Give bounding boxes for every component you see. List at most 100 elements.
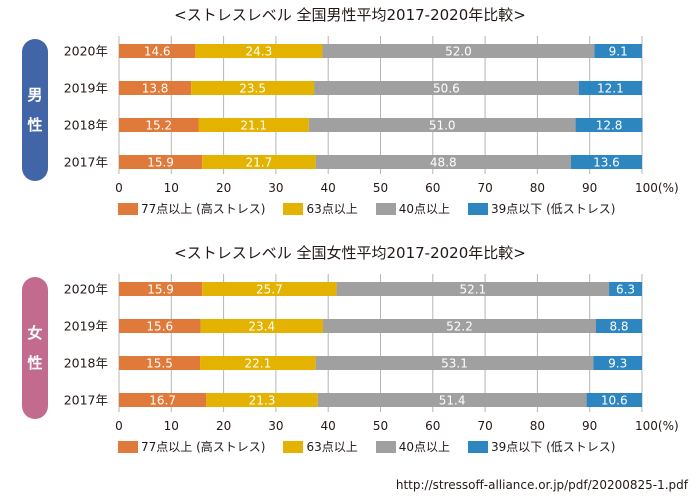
bar-segment-mid_low: [308, 118, 576, 132]
legend-label-mid-low: 40点以上: [398, 440, 451, 454]
legend-item-mid-low: 40点以上: [375, 438, 451, 455]
bar-segment-mid_high: [200, 356, 316, 370]
female-chart-panel: <ストレスレベル 全国女性平均2017-2020年比較> 女 性 0 10 20 30…: [0, 238, 700, 468]
data-label: 48.8: [430, 156, 457, 170]
x-tick-label: 80: [530, 181, 545, 195]
bar-segment-low: [595, 319, 642, 333]
legend-swatch-high: [118, 440, 138, 453]
bar-segment-mid_low: [322, 44, 595, 58]
y-category-label: 2018年: [64, 356, 108, 371]
bar-segment-mid_high: [198, 118, 309, 132]
bar-segment-mid_low: [315, 155, 571, 169]
male-group-label-char-1: 男: [27, 86, 43, 104]
bar-segment-low: [575, 118, 643, 132]
bar-segment-mid_low: [322, 319, 596, 333]
data-label: 51.4: [439, 394, 466, 408]
legend-item-high: 77点以上 (高ストレス): [118, 200, 265, 217]
data-label: 13.6: [593, 156, 620, 170]
female-group-label-char-2: 性: [27, 354, 43, 372]
legend-label-high: 77点以上 (高ストレス): [141, 202, 266, 216]
legend-label-high: 77点以上 (高ストレス): [141, 440, 266, 454]
x-tick-label: 20: [216, 419, 231, 433]
x-tick-label: 80: [530, 419, 545, 433]
bar-segment-low: [578, 81, 642, 95]
x-tick-label: 100(%): [635, 419, 679, 433]
legend-swatch-low: [468, 202, 489, 215]
female-legend: 77点以上 (高ストレス) 63点以上 40点以上 39点以下 (低ストレス): [118, 438, 633, 455]
legend-swatch-high: [118, 202, 138, 215]
x-tick-label: 70: [477, 419, 492, 433]
bar-segment-high: [119, 81, 192, 95]
bar-segment-mid_high: [202, 282, 337, 296]
x-tick-label: 60: [425, 181, 440, 195]
data-label: 9.3: [608, 357, 627, 371]
legend-item-high: 77点以上 (高ストレス): [118, 438, 265, 455]
data-label: 15.9: [147, 156, 174, 170]
data-label: 12.1: [597, 82, 624, 96]
data-label: 8.8: [609, 320, 628, 334]
data-label: 15.9: [147, 283, 174, 297]
data-label: 52.2: [446, 320, 473, 334]
x-tick-label: 90: [582, 181, 597, 195]
y-category-label: 2018年: [64, 118, 108, 133]
data-label: 23.4: [248, 320, 275, 334]
data-label: 24.3: [246, 45, 273, 59]
legend-swatch-mid-high: [283, 440, 304, 453]
data-label: 15.6: [146, 320, 173, 334]
female-chart-svg: 0 10 20 30 40 50 60 70 80 90 100(%) 2020年 15.9 25.7 52…: [64, 274, 679, 433]
data-label: 15.2: [145, 119, 172, 133]
y-category-label: 2019年: [64, 81, 108, 96]
bar-segment-mid_low: [315, 356, 594, 370]
female-group-label: 女 性: [22, 277, 48, 419]
x-tick-label: 50: [373, 419, 388, 433]
legend-label-low: 39点以下 (低ストレス): [491, 202, 616, 216]
legend-item-low: 39点以下 (低ストレス): [468, 438, 615, 455]
x-tick-label: 0: [115, 181, 123, 195]
x-tick-label: 40: [321, 181, 336, 195]
bar-segment-low: [586, 393, 642, 407]
legend-swatch-mid-low: [375, 440, 396, 453]
y-category-label: 2019年: [64, 319, 108, 334]
data-label: 53.1: [441, 357, 468, 371]
male-chart-panel: <ストレスレベル 全国男性平均2017-2020年比較> 男 性 0 10 20 30…: [0, 0, 700, 230]
data-label: 16.7: [149, 394, 176, 408]
legend-item-mid-high: 63点以上: [283, 200, 358, 217]
female-chart-title: <ストレスレベル 全国女性平均2017-2020年比較>: [174, 244, 526, 262]
x-tick-label: 100(%): [635, 181, 679, 195]
male-group-label-char-2: 性: [27, 116, 43, 134]
bar-segment-high: [119, 282, 203, 296]
legend-swatch-mid-low: [375, 202, 396, 215]
x-tick-label: 20: [216, 181, 231, 195]
legend-swatch-mid-high: [283, 202, 304, 215]
data-label: 13.8: [142, 82, 169, 96]
bar-segment-mid_high: [200, 319, 323, 333]
data-label: 9.1: [609, 45, 628, 59]
y-category-label: 2020年: [64, 44, 108, 59]
bar-segment-mid_high: [206, 393, 318, 407]
data-label: 10.6: [601, 394, 628, 408]
data-label: 15.5: [146, 357, 173, 371]
data-label: 12.8: [596, 119, 623, 133]
data-label: 21.7: [246, 156, 273, 170]
source-url: http://stressoff-alliance.or.jp/pdf/2020…: [395, 478, 688, 492]
male-group-label: 男 性: [22, 39, 48, 181]
legend-label-mid-high: 63点以上: [306, 202, 358, 216]
male-chart-svg: 0 10 20 30 40 50 60 70 80 90 100(%) 2020年 14.6 24.3 52…: [64, 36, 679, 195]
data-label: 23.5: [239, 82, 266, 96]
data-label: 21.1: [240, 119, 267, 133]
bar-segment-low: [570, 155, 642, 169]
bar-segment-mid_high: [191, 81, 315, 95]
bar-segment-mid_low: [317, 393, 587, 407]
legend-swatch-low: [468, 440, 489, 453]
data-label: 22.1: [244, 357, 271, 371]
bar-segment-high: [119, 393, 207, 407]
bar-segment-high: [119, 319, 201, 333]
data-label: 50.6: [433, 82, 460, 96]
data-label: 21.3: [249, 394, 276, 408]
female-group-label-char-1: 女: [27, 324, 43, 342]
male-legend: 77点以上 (高ストレス) 63点以上 40点以上 39点以下 (低ストレス): [118, 200, 633, 217]
legend-item-mid-high: 63点以上: [283, 438, 358, 455]
legend-label-low: 39点以下 (低ストレス): [491, 440, 616, 454]
x-tick-label: 10: [164, 419, 179, 433]
bar-segment-mid_low: [314, 81, 579, 95]
